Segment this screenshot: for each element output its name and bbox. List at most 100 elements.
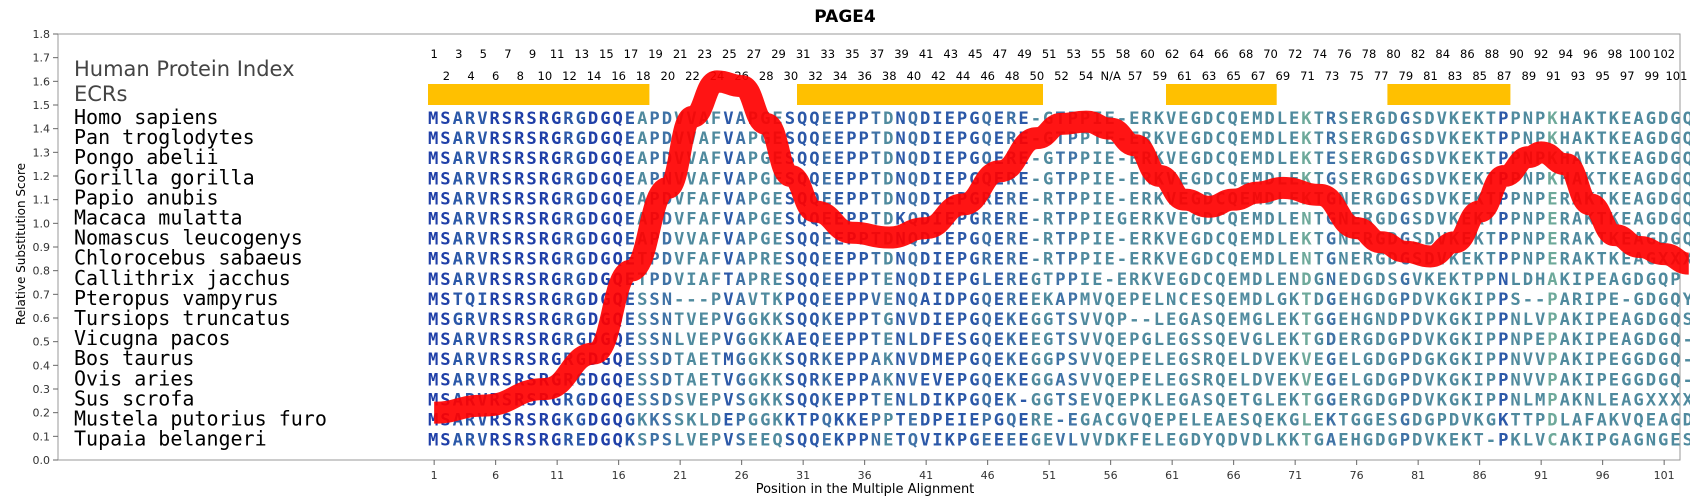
residue: Q [982, 109, 992, 129]
protein-index-bottom: 22 [685, 69, 700, 83]
residue: P [1474, 270, 1484, 290]
residue: V [674, 230, 684, 250]
species-label: Gorilla gorilla [74, 165, 255, 189]
residue: V [1437, 149, 1447, 169]
residue: P [1498, 370, 1508, 390]
residue: R [514, 149, 525, 169]
residue: A [453, 129, 464, 149]
residue: X [1683, 390, 1690, 410]
residue: K [1437, 350, 1448, 370]
residue: N [1338, 250, 1348, 270]
residue: E [1129, 109, 1139, 129]
residue: S [736, 431, 746, 451]
residue: E [1178, 411, 1188, 431]
protein-index-top: 37 [870, 47, 885, 61]
residue: R [490, 149, 501, 169]
residue: G [1387, 350, 1397, 370]
residue: A [686, 370, 697, 390]
residue: G [551, 230, 561, 250]
residue: G [1375, 210, 1385, 230]
residue: G [1043, 149, 1053, 169]
residue: T [1461, 270, 1471, 290]
residue: Q [1683, 189, 1690, 209]
residue: T [1486, 250, 1496, 270]
residue: K [1141, 390, 1152, 410]
y-tick-label: 1.2 [33, 170, 51, 183]
residue: F [711, 189, 721, 209]
residue: D [945, 290, 955, 310]
residue: V [477, 310, 487, 330]
residue: A [1560, 310, 1571, 330]
residue: S [785, 129, 795, 149]
residue: Q [613, 189, 623, 209]
y-tick-label: 0.4 [33, 359, 51, 372]
residue: E [1228, 290, 1238, 310]
protein-index-top: 49 [1017, 47, 1032, 61]
residue: K [1461, 390, 1472, 410]
x-tick-label: 86 [1473, 469, 1487, 482]
residue: Q [1683, 169, 1690, 189]
residue: Q [797, 149, 807, 169]
residue: D [1683, 411, 1690, 431]
residue: E [1166, 390, 1176, 410]
residue: Q [982, 370, 992, 390]
residue: S [785, 109, 795, 129]
data-point [667, 187, 669, 189]
residue: R [465, 310, 476, 330]
residue: S [526, 230, 536, 250]
residue: D [1203, 230, 1213, 250]
residue: G [1646, 149, 1656, 169]
residue: R [563, 310, 574, 330]
residue: P [957, 250, 967, 270]
residue: G [1363, 310, 1373, 330]
residue: E [1018, 270, 1028, 290]
residue: D [1658, 230, 1668, 250]
residue: E [883, 290, 893, 310]
residue: L [1523, 310, 1533, 330]
residue: P [859, 370, 869, 390]
residue: D [1658, 189, 1668, 209]
residue: M [428, 210, 438, 230]
residue: V [1437, 129, 1447, 149]
residue: G [748, 350, 758, 370]
residue: S [1240, 411, 1250, 431]
residue: T [871, 169, 881, 189]
residue: V [674, 189, 684, 209]
residue: K [1461, 330, 1472, 350]
residue: K [1449, 129, 1460, 149]
residue: D [1658, 210, 1668, 230]
residue: R [514, 189, 525, 209]
residue: G [1117, 210, 1127, 230]
residue: K [1154, 210, 1165, 230]
residue: R [760, 270, 771, 290]
residue: K [1154, 189, 1165, 209]
residue: S [637, 290, 647, 310]
alignment-block: Homo sapiens M S A R V R S R S R G R G D G Q E A P D V V A F V A P G… [74, 105, 1690, 451]
residue: E [1240, 250, 1250, 270]
residue: P [957, 230, 967, 250]
residue: S [440, 230, 450, 250]
residue: G [1117, 411, 1127, 431]
species-label: Callithrix jacchus [74, 266, 291, 290]
protein-index-top: 86 [1460, 47, 1475, 61]
residue: E [1105, 250, 1115, 270]
residue: A [736, 109, 747, 129]
residue: K [1498, 411, 1509, 431]
residue: K [1461, 431, 1472, 451]
residue: Q [908, 431, 918, 451]
residue: T [1240, 390, 1250, 410]
residue: D [1375, 370, 1385, 390]
residue: P [1080, 189, 1090, 209]
residue: S [1387, 411, 1397, 431]
residue: G [1363, 390, 1373, 410]
residue: N [895, 250, 905, 270]
y-tick-label: 0.0 [33, 454, 51, 467]
residue: P [736, 411, 746, 431]
residue: D [1387, 310, 1397, 330]
residue: T [1523, 411, 1533, 431]
residue: R [514, 129, 525, 149]
residue: E [1141, 431, 1151, 451]
residue: S [637, 310, 647, 330]
residue: R [539, 310, 550, 330]
